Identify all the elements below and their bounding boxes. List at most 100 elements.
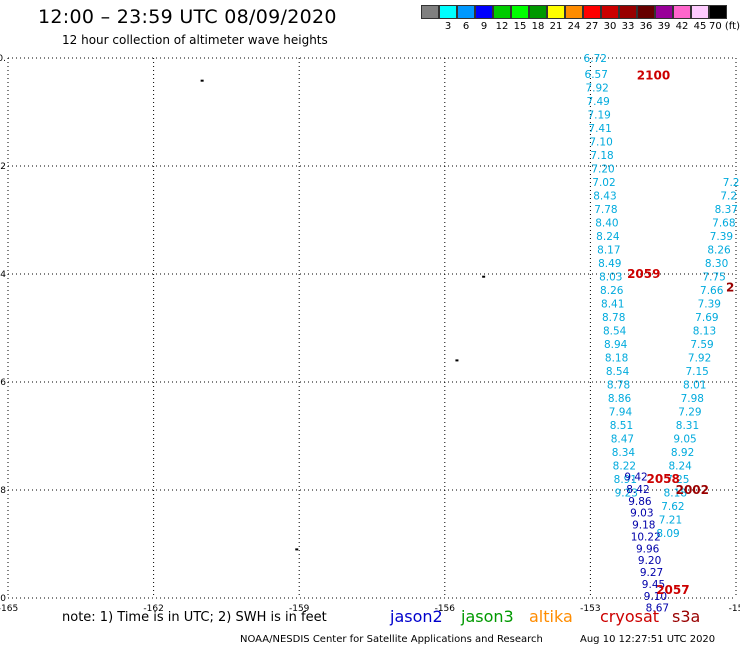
track-a-value-label: 8.91: [614, 474, 637, 486]
scale-swatch: [439, 5, 457, 19]
scale-swatch: [637, 5, 655, 19]
x-tick-label: -159: [289, 604, 310, 614]
track-b-value-label: 8.09: [656, 528, 679, 540]
track-c-value-label: 9.10: [644, 591, 667, 603]
pass-time-label: 2059: [627, 267, 660, 281]
scale-swatch: [601, 5, 619, 19]
track-b-value-label: 9.05: [673, 434, 696, 446]
track-c-value-label: 8.67: [646, 603, 669, 615]
track-a-value-label: 8.49: [598, 258, 621, 270]
track-b-value-label: 7.66: [700, 285, 724, 297]
color-scale: [421, 5, 727, 19]
track-a-value-label: 8.40: [595, 218, 618, 230]
island-mark: [200, 79, 204, 82]
track-a-value-label: 7.92: [585, 83, 608, 95]
color-scale-labels: 3 6 9 12 15 18 21 24 27 30 33 36 39 42 45 70 (ft): [421, 21, 740, 32]
track-c-value-label: 8.42: [626, 484, 649, 496]
scale-swatch: [565, 5, 583, 19]
scale-label: 42: [675, 21, 689, 32]
x-tick-label: -156: [435, 604, 456, 614]
legend-jason3: jason3: [461, 607, 514, 626]
track-b-value-label: 8.92: [671, 447, 694, 459]
track-b-value-label: 7.62: [661, 501, 684, 513]
pass-time-label: 2002: [676, 483, 709, 497]
track-c-value-label: 9.45: [642, 579, 665, 591]
track-a-value-label: 6.72: [584, 53, 607, 65]
legend-altika: altika: [529, 607, 573, 626]
scale-label: 21: [549, 21, 563, 32]
track-a-value-label: 6.57: [585, 69, 608, 81]
track-b-value-label: 7.59: [690, 339, 713, 351]
track-c-value-label: 9.18: [632, 520, 655, 532]
track-c-value-label: 9.86: [628, 496, 652, 508]
track-a-value-label: 8.43: [593, 191, 616, 203]
scale-swatch: [583, 5, 601, 19]
track-a-value-label: 8.22: [613, 461, 636, 473]
scale-swatch: [493, 5, 511, 19]
x-tick-label: -162: [143, 604, 163, 614]
track-b-value-label: 7.68: [712, 218, 735, 230]
page-subtitle: 12 hour collection of altimeter wave hei…: [62, 33, 328, 47]
track-a-value-label: 7.49: [586, 96, 609, 108]
island-mark: [455, 359, 459, 362]
track-b-value-label: 8.31: [676, 420, 699, 432]
y-tick-label: -10: [0, 594, 6, 604]
scale-swatch: [457, 5, 475, 19]
scale-label: 12: [495, 21, 509, 32]
track-a-value-label: 8.03: [599, 272, 622, 284]
track-b-value-label: 7.21: [659, 515, 682, 527]
scale-label: 27: [585, 21, 599, 32]
scale-label: 15: [513, 21, 527, 32]
island-mark: [482, 275, 486, 278]
track-b-value-label: 8.37: [715, 204, 738, 216]
track-b-value-label: 8.30: [705, 258, 728, 270]
track-b-value-label: 7.75: [702, 272, 725, 284]
pass-time-label: 2100: [637, 68, 670, 82]
page-title: 12:00 – 23:59 UTC 08/09/2020: [38, 6, 337, 28]
track-c-value-label: 9.42: [624, 472, 647, 484]
scale-label: 39: [657, 21, 671, 32]
scale-swatch: [511, 5, 529, 19]
scale-swatch: [529, 5, 547, 19]
generated-timestamp: Aug 10 12:27:51 UTC 2020: [580, 634, 716, 645]
credit-line: NOAA/NESDIS Center for Satellite Applica…: [240, 634, 543, 645]
scale-swatch: [691, 5, 709, 19]
scale-swatch: [655, 5, 673, 19]
track-a-value-label: 8.94: [604, 339, 628, 351]
y-tick-label: 0.: [0, 54, 6, 64]
y-tick-label: -8: [0, 486, 6, 496]
track-b-value-label: 8.13: [693, 326, 716, 338]
footer-note: note: 1) Time is in UTC; 2) SWH is in fe…: [62, 610, 327, 625]
scale-label: 36: [639, 21, 653, 32]
track-c-value-label: 9.03: [630, 508, 653, 520]
track-a-value-label: 7.20: [591, 164, 614, 176]
track-c-value-label: 9.27: [640, 567, 663, 579]
track-a-value-label: 9.23: [615, 488, 638, 500]
scale-swatch: [475, 5, 493, 19]
y-tick-label: -2: [0, 162, 6, 172]
track-b-value-label: 7.39: [698, 299, 721, 311]
scale-label: 70 (ft): [709, 21, 740, 32]
track-b-value-label: 8.01: [683, 380, 706, 392]
track-a-value-label: 7.41: [588, 123, 611, 135]
track-a-value-label: 8.54: [606, 366, 630, 378]
scale-label: 18: [531, 21, 545, 32]
scale-swatch: [709, 5, 727, 19]
pass-time-label: 2: [726, 281, 734, 295]
track-b-value-label: 7.98: [681, 393, 704, 405]
track-a-value-label: 7.94: [609, 407, 633, 419]
track-a-value-label: 8.78: [602, 312, 625, 324]
track-a-value-label: 8.18: [605, 353, 628, 365]
scale-swatch: [619, 5, 637, 19]
track-b-value-label: 7.69: [695, 312, 718, 324]
y-tick-label: -6: [0, 378, 6, 388]
scale-swatch: [547, 5, 565, 19]
track-a-value-label: 8.78: [607, 380, 630, 392]
track-b-value-label: 7.2: [720, 191, 737, 203]
track-a-value-label: 8.47: [611, 434, 634, 446]
track-a-value-label: 8.51: [610, 420, 633, 432]
track-b-value-label: 7.2: [723, 177, 740, 189]
scale-swatch: [673, 5, 691, 19]
track-b-value-label: 7.15: [685, 366, 708, 378]
